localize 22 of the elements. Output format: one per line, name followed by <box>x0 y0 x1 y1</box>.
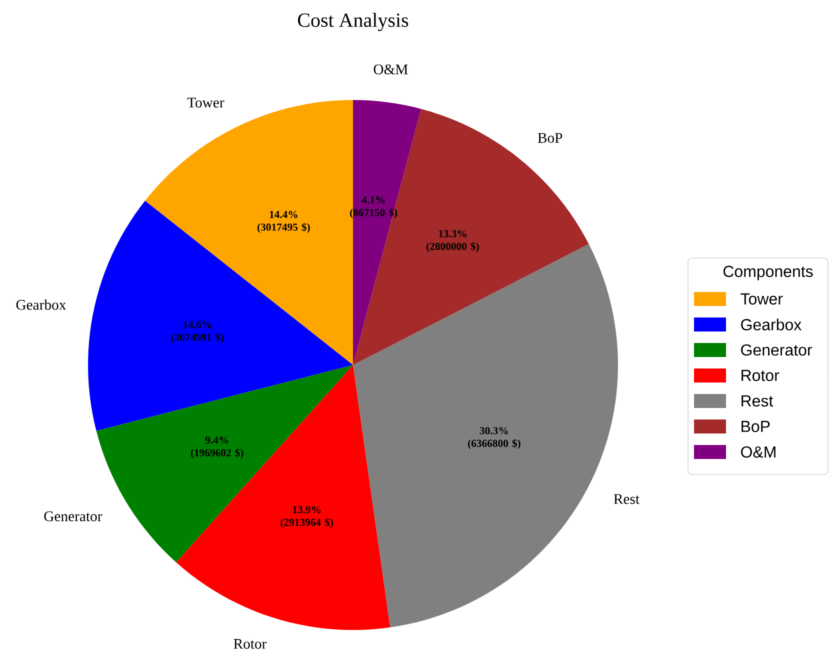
data-label: 9.4% (1969602 $) <box>190 436 244 458</box>
data-label: 13.3% (2800000 $) <box>426 230 479 252</box>
legend-label: Gearbox <box>741 318 802 330</box>
slice-label: Tower <box>187 98 224 108</box>
data-label: 13.9% (2913964 $) <box>280 506 333 528</box>
legend-label: Rotor <box>742 370 780 382</box>
legend-label: BoP <box>742 420 770 432</box>
slice-label: O&M <box>374 64 408 74</box>
legend-label: Generator <box>741 344 812 356</box>
legend-label: Rest <box>742 395 774 407</box>
slice-label: Rest <box>614 494 640 504</box>
legend-title: Components <box>723 266 813 280</box>
slice-label: BoP <box>538 133 562 143</box>
slice-label: Gearbox <box>16 299 66 310</box>
data-label: 30.3% (6366800 $) <box>468 427 520 450</box>
data-label: 14.4% (3017495 $) <box>257 210 310 233</box>
slice-label: Rotor <box>234 638 267 649</box>
chart-title: Cost Analysis <box>298 12 408 32</box>
data-label: 14.6% (3074991 $) <box>171 320 224 344</box>
legend-label: Tower <box>740 293 783 304</box>
slice-label: Generator <box>44 511 102 522</box>
legend-label: O&M <box>741 446 776 458</box>
